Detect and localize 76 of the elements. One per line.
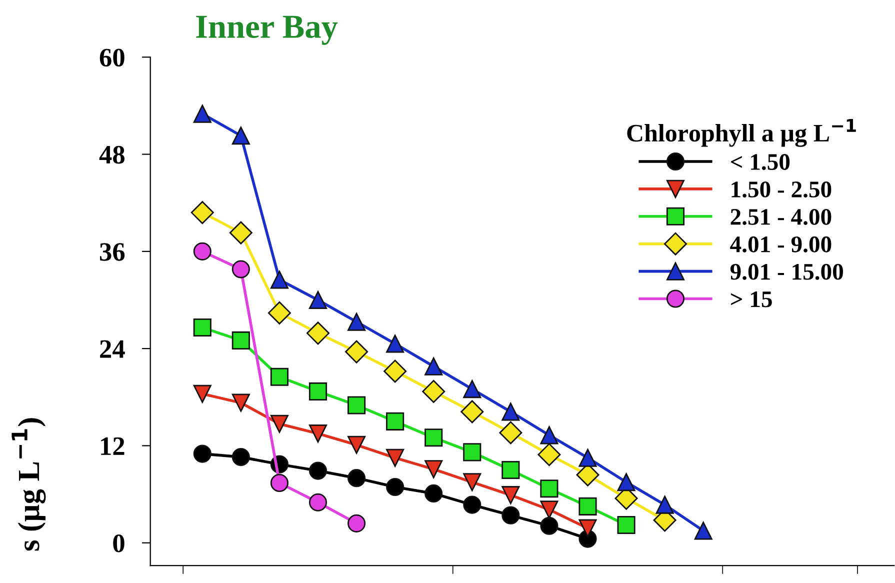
y-tick-label: 24 — [100, 340, 125, 358]
y-axis-title: s (µg L$^{−1}$) — [12, 418, 46, 551]
point — [502, 460, 520, 480]
point — [386, 412, 404, 430]
point — [193, 242, 212, 260]
point — [232, 394, 250, 412]
point — [502, 486, 520, 504]
point — [193, 104, 212, 123]
point — [463, 443, 482, 462]
legend-label: < 1.50 — [730, 154, 790, 170]
point — [384, 360, 407, 383]
point — [386, 478, 404, 496]
point — [308, 462, 328, 480]
legend-label: 4.01 - 9.00 — [730, 236, 832, 252]
point — [424, 460, 443, 478]
legend-title: Chlorophyll a µg L$^{−1}$ — [627, 119, 856, 147]
point — [540, 426, 558, 444]
point — [540, 500, 558, 519]
point — [540, 516, 558, 535]
point — [348, 312, 366, 331]
point — [578, 448, 597, 467]
y-tick-label: 36 — [100, 243, 125, 261]
point — [656, 496, 674, 514]
point — [232, 448, 250, 466]
point — [193, 384, 212, 403]
point — [348, 436, 366, 454]
legend-label: 9.01 - 15.00 — [730, 264, 843, 280]
y-tick-label: 12 — [101, 437, 124, 455]
point — [424, 428, 443, 447]
point — [308, 493, 328, 512]
point — [306, 322, 330, 345]
point — [502, 506, 520, 524]
point — [463, 496, 482, 514]
point — [348, 469, 366, 488]
point — [348, 396, 366, 414]
point — [193, 444, 212, 463]
point — [617, 516, 636, 534]
point — [232, 331, 250, 350]
point — [502, 402, 520, 421]
point — [578, 497, 597, 516]
y-tick-label: 60 — [100, 48, 124, 67]
point — [270, 414, 288, 433]
point — [268, 301, 291, 324]
point — [578, 519, 597, 538]
point — [617, 473, 636, 492]
point — [345, 340, 368, 364]
point — [232, 126, 250, 145]
point — [460, 400, 484, 424]
point — [422, 380, 446, 403]
point — [540, 480, 558, 498]
chart-title: Inner Bay — [196, 16, 338, 45]
point — [229, 221, 252, 244]
y-tick-label: 0 — [113, 534, 124, 552]
point — [694, 522, 712, 540]
legend-label: > 15 — [730, 291, 772, 308]
point — [386, 334, 404, 353]
point — [463, 473, 482, 492]
point — [348, 514, 366, 532]
point — [308, 424, 328, 443]
point — [270, 474, 288, 492]
legend-label: 2.51 - 4.00 — [730, 208, 832, 225]
point — [270, 270, 288, 289]
point — [424, 357, 443, 376]
y-tick-label: 48 — [99, 146, 124, 164]
point — [308, 382, 328, 400]
point — [424, 484, 443, 502]
legend-label: 1.50 - 2.50 — [732, 181, 832, 198]
point — [499, 421, 522, 444]
point — [308, 290, 328, 310]
point — [538, 443, 561, 466]
point — [190, 201, 214, 224]
point — [386, 448, 404, 467]
point — [463, 380, 482, 398]
point — [270, 368, 288, 386]
point — [193, 318, 212, 337]
point — [232, 260, 250, 278]
